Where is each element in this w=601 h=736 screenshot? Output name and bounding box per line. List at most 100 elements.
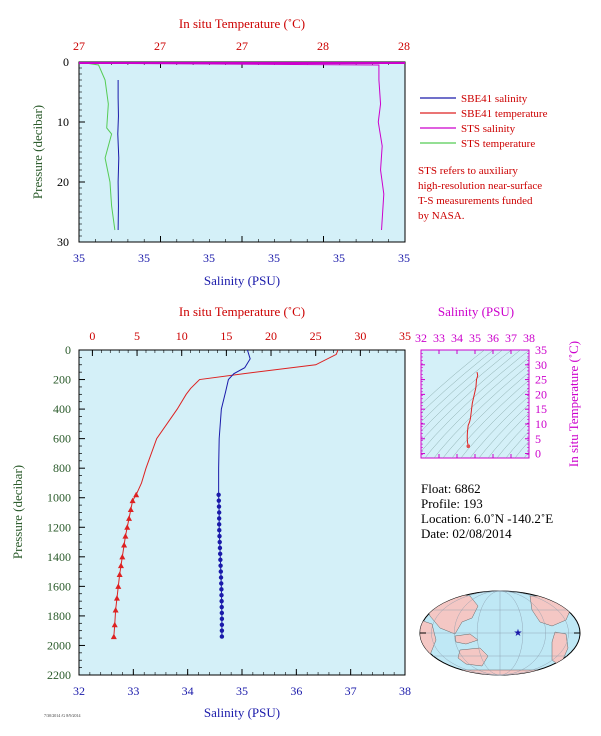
salinity-point (219, 634, 225, 639)
ts-density-contour (451, 379, 529, 458)
main-left-tick-label: 800 (53, 461, 71, 475)
temperature-point (111, 621, 118, 628)
salinity-point (219, 616, 225, 622)
salinity-point (218, 575, 224, 580)
main-top-tick-label: 5 (134, 329, 140, 343)
main-top-tick-label: 30 (354, 329, 366, 343)
temperature-point (119, 553, 126, 560)
near-surface-bottom-tick-label: 35 (268, 251, 280, 265)
map-meridian (431, 590, 569, 676)
temperature-point (133, 491, 140, 498)
sts-note-line: T-S measurements funded (418, 195, 533, 207)
near-surface-bottom-tick-label: 35 (138, 251, 150, 265)
ts-density-contour (514, 440, 529, 458)
ts-density-contour (421, 350, 512, 432)
main-left-tick-label: 200 (53, 373, 71, 387)
temperature-point (116, 571, 123, 578)
salinity-point (219, 587, 224, 592)
main-left-tick-label: 1400 (47, 550, 71, 564)
near-surface-top-tick-label: 28 (398, 39, 410, 53)
near-surface-bottom-tick-label: 35 (73, 251, 85, 265)
ts-diagram-panel: Salinity (PSU) 32 33 34 35 36 37 38 0510152025… (415, 304, 581, 467)
main-bottom-tick-label: 35 (236, 684, 248, 698)
ts-top-tick-label: 32 (415, 331, 427, 345)
temperature-point (127, 506, 134, 513)
ts-top-tick-label: 38 (523, 331, 535, 345)
near-surface-top-tick-label: 28 (317, 39, 329, 53)
near-surface-sbe41-salinity-line (117, 80, 120, 231)
legend-label-sbe41-temperature: SBE41 temperature (461, 108, 548, 120)
temperature-point (117, 562, 124, 569)
ts-right-tick-label: 20 (535, 387, 547, 401)
ts-density-contour (442, 372, 529, 458)
near-surface-left-tick-label: 30 (57, 235, 69, 249)
ts-top-axis-label: Salinity (PSU) (438, 304, 514, 319)
legend-label-sbe41-salinity: SBE41 salinity (461, 93, 528, 105)
ts-density-contour (523, 451, 529, 458)
main-bottom-tick-label: 32 (73, 684, 85, 698)
float-info: Float: 6862 Profile: 193 Location: 6.0˚N… (421, 481, 553, 541)
ts-density-contour (460, 387, 529, 458)
main-left-tick-label: 1000 (47, 491, 71, 505)
near-surface-top-tick-label: 27 (73, 39, 85, 53)
salinity-point (218, 569, 224, 574)
salinity-point (219, 604, 224, 610)
salinity-point (219, 628, 225, 633)
main-ticks (78, 349, 406, 676)
main-left-tick-label: 1600 (47, 579, 71, 593)
legend: SBE41 salinity SBE41 temperature STS sal… (418, 93, 548, 222)
near-surface-left-axis-label: Pressure (decibar) (30, 105, 45, 199)
sts-salinity-surface-band (79, 62, 405, 64)
temperature-point (110, 633, 117, 640)
near-surface-panel: In situ Temperature (˚C) 27 27 27 28 28 … (30, 16, 410, 288)
world-map: ★ (419, 590, 581, 676)
salinity-point (219, 622, 225, 627)
ts-density-contour (424, 357, 529, 458)
ts-density-contour (421, 350, 529, 453)
ts-ticks (420, 349, 530, 459)
salinity-point (219, 610, 225, 616)
map-graticule (420, 590, 580, 676)
salinity-point (218, 557, 223, 562)
main-left-tick-label: 1800 (47, 609, 71, 623)
ts-right-tick-label: 35 (535, 343, 547, 357)
salinity-point (219, 581, 224, 586)
ts-top-tick-label: 34 (451, 331, 463, 345)
salinity-point (216, 510, 222, 515)
temperature-point (115, 583, 122, 589)
sts-note-line: by NASA. (418, 210, 465, 222)
main-top-tick-label: 35 (399, 329, 411, 343)
ts-top-tick-label: 35 (469, 331, 481, 345)
main-left-tick-labels: 0 200 400 600 800 1000 1200 1400 1600 1800 2000 220… (47, 343, 71, 682)
near-surface-left-tick-label: 10 (57, 115, 69, 129)
salinity-point (217, 533, 222, 539)
salinity-point (219, 598, 224, 604)
near-surface-bottom-tick-label: 35 (398, 251, 410, 265)
ts-point (466, 444, 470, 449)
salinity-point (218, 563, 223, 568)
main-left-tick-label: 0 (65, 343, 71, 357)
ts-right-tick-label: 5 (535, 432, 541, 446)
salinity-point (217, 539, 222, 545)
ts-right-axis-label: In situ Temperature (˚C) (566, 341, 581, 467)
ts-density-contour (421, 350, 485, 405)
near-surface-bottom-tick-label: 35 (333, 251, 345, 265)
near-surface-top-tick-label: 27 (154, 39, 166, 53)
temperature-point (122, 533, 129, 539)
main-left-tick-label: 400 (53, 402, 71, 416)
salinity-point (216, 504, 222, 509)
near-surface-top-axis-label: In situ Temperature (˚C) (179, 16, 305, 31)
profile-date: Date: 02/08/2014 (421, 526, 512, 541)
salinity-point (216, 516, 222, 521)
near-surface-plot-area (78, 61, 406, 243)
main-top-tick-label: 0 (89, 329, 95, 343)
temperature-point (126, 515, 133, 521)
sts-note-line: STS refers to auxiliary (418, 165, 518, 177)
main-bottom-tick-label: 33 (127, 684, 139, 698)
temperature-point (124, 524, 131, 530)
ts-top-tick-label: 36 (487, 331, 499, 345)
main-top-axis-label: In situ Temperature (˚C) (179, 304, 305, 319)
ts-right-tick-label: 25 (535, 373, 547, 387)
main-profile-panel: In situ Temperature (˚C) 0 5 10 15 20 25 30 35 … (10, 304, 411, 720)
